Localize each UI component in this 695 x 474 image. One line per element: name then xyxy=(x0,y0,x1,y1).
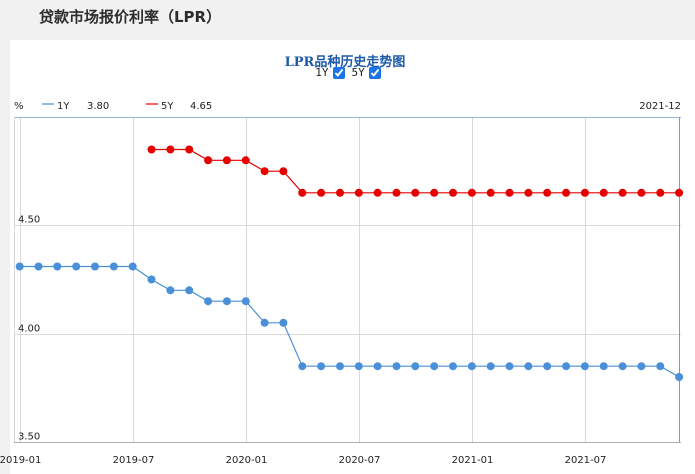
data-point-1y xyxy=(656,362,665,371)
data-point-5y xyxy=(298,188,307,197)
data-point-1y xyxy=(204,297,213,306)
data-point-1y xyxy=(166,286,175,295)
toggle-1y-label: 1Y xyxy=(315,66,329,79)
data-point-1y xyxy=(354,362,363,371)
data-point-1y xyxy=(392,362,401,371)
page-title: 贷款市场报价利率（LPR） xyxy=(39,8,222,26)
data-point-5y xyxy=(166,145,175,154)
data-point-5y xyxy=(373,188,382,197)
series-toggles: 1Y 5Y xyxy=(300,66,400,79)
x-tick-label: 2019-07 xyxy=(113,455,155,466)
x-tick-label: 2021-07 xyxy=(565,455,607,466)
data-point-5y xyxy=(411,188,420,197)
data-point-1y xyxy=(449,362,457,371)
data-point-1y xyxy=(15,262,24,271)
data-point-5y xyxy=(317,188,326,197)
data-point-1y xyxy=(467,362,476,371)
legend-5y-name: 5Y xyxy=(161,101,174,112)
data-point-5y xyxy=(336,188,344,197)
legend-5y-value: 4.65 xyxy=(190,101,212,112)
data-point-5y xyxy=(656,188,665,197)
data-point-5y xyxy=(241,156,250,165)
chart-panel xyxy=(10,40,695,474)
data-point-1y xyxy=(599,362,608,371)
legend-1y-name: 1Y xyxy=(57,101,70,112)
data-point-1y xyxy=(675,373,684,381)
data-point-1y xyxy=(241,297,250,306)
x-tick-label: 2020-01 xyxy=(226,455,268,466)
data-point-1y xyxy=(543,362,552,371)
data-point-5y xyxy=(675,188,684,197)
data-point-5y xyxy=(543,188,552,197)
data-point-5y xyxy=(562,188,571,197)
data-point-1y xyxy=(373,362,382,371)
data-point-5y xyxy=(486,188,495,197)
x-tick-label: 2019-01 xyxy=(0,455,41,466)
x-tick-label: 2020-07 xyxy=(339,455,381,466)
y-tick-label: 3.50 xyxy=(18,432,40,443)
data-point-1y xyxy=(580,362,589,371)
data-point-5y xyxy=(618,188,627,197)
data-point-1y xyxy=(279,318,288,327)
data-point-1y xyxy=(618,362,627,371)
data-point-1y xyxy=(72,262,81,271)
y-tick-label: 4.00 xyxy=(18,324,40,335)
data-point-1y xyxy=(128,262,137,271)
data-point-1y xyxy=(562,362,571,371)
data-point-1y xyxy=(430,362,439,371)
data-point-5y xyxy=(599,188,608,197)
data-point-5y xyxy=(430,188,439,197)
data-point-5y xyxy=(637,188,646,197)
data-point-1y xyxy=(34,262,43,271)
data-point-5y xyxy=(580,188,589,197)
data-point-1y xyxy=(336,362,344,371)
legend-1y-value: 3.80 xyxy=(87,101,109,112)
data-point-1y xyxy=(91,262,99,271)
data-point-1y xyxy=(298,362,307,371)
data-point-1y xyxy=(185,286,194,295)
axis-labels: 3.50 4.00 4.50 2019-01 2019-07 2020-01 2020-07… xyxy=(0,215,606,467)
grid-lines xyxy=(14,117,681,443)
data-point-1y xyxy=(637,362,646,371)
data-point-5y xyxy=(222,156,231,165)
data-point-5y xyxy=(147,145,156,154)
data-point-5y xyxy=(354,188,363,197)
toggle-5y-checkbox[interactable] xyxy=(368,66,381,79)
data-point-1y xyxy=(260,318,269,327)
data-point-5y xyxy=(392,188,401,197)
x-tick-label: 2021-01 xyxy=(452,455,494,466)
data-point-5y xyxy=(524,188,533,197)
legend: % 1Y 3.80 5Y 4.65 2021-12 xyxy=(14,101,681,112)
data-point-1y xyxy=(524,362,533,371)
series-line-5y xyxy=(151,148,680,194)
series-line-1y xyxy=(19,265,680,378)
data-point-1y xyxy=(147,275,156,284)
data-point-5y xyxy=(204,156,213,165)
toggle-1y-checkbox[interactable] xyxy=(332,66,345,79)
data-point-5y xyxy=(467,188,476,197)
data-point-1y xyxy=(411,362,420,371)
data-point-5y xyxy=(449,188,457,197)
data-point-5y xyxy=(185,145,194,154)
data-point-1y xyxy=(317,362,326,371)
y-axis-unit: % xyxy=(14,101,24,112)
cursor-date-label: 2021-12 xyxy=(639,101,681,112)
chart-title: LPR品种历史走势图 xyxy=(284,55,406,70)
series-layer xyxy=(15,145,684,381)
y-tick-label: 4.50 xyxy=(18,215,40,226)
data-point-1y xyxy=(486,362,495,371)
data-point-1y xyxy=(109,262,118,271)
toggle-5y-label: 5Y xyxy=(351,66,365,79)
data-point-1y xyxy=(222,297,231,306)
data-point-5y xyxy=(505,188,514,197)
data-point-5y xyxy=(260,167,269,176)
data-point-1y xyxy=(505,362,514,371)
data-point-1y xyxy=(53,262,62,271)
data-point-5y xyxy=(279,167,288,176)
plot-frame xyxy=(14,117,681,443)
